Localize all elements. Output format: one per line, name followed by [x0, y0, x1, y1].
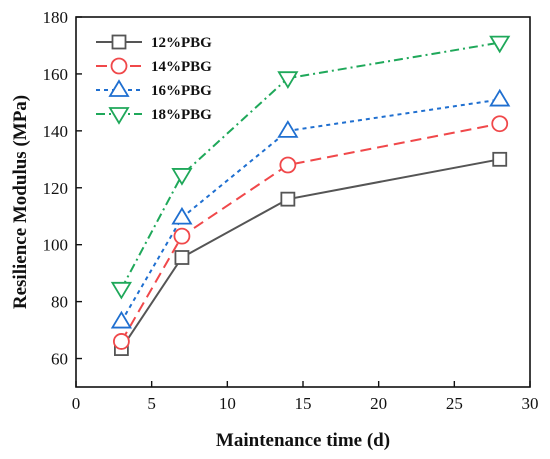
series-14pct-pbg [113, 115, 509, 350]
y-tick-label: 140 [43, 122, 69, 141]
data-point [110, 281, 132, 300]
data-point [113, 333, 130, 350]
x-tick-label: 15 [295, 394, 312, 413]
y-tick-label: 100 [43, 236, 69, 255]
series-16pct-pbg [110, 88, 511, 329]
legend-label: 14%PBG [151, 59, 212, 75]
y-tick-label: 80 [51, 293, 68, 312]
data-point [110, 310, 132, 329]
x-tick-label: 0 [72, 394, 81, 413]
plot-area [75, 16, 531, 388]
plot-border [75, 16, 531, 388]
x-tick-label: 5 [147, 394, 156, 413]
legend-marker [110, 57, 128, 75]
y-axis: 60 80 100 120 140 160 180 [43, 8, 82, 369]
data-point [173, 227, 191, 245]
series-line [120, 98, 500, 323]
x-tick-label: 20 [370, 394, 387, 413]
legend-marker [111, 34, 127, 50]
y-tick-label: 60 [51, 350, 68, 369]
legend-marker [108, 79, 130, 97]
legend-item: 16%PBG [96, 79, 212, 99]
data-point [279, 156, 297, 174]
series-layer [110, 35, 511, 356]
legend-item: 18%PBG [96, 107, 212, 125]
legend-label: 16%PBG [151, 83, 212, 99]
series-12pct-pbg [114, 151, 508, 356]
series-line [120, 158, 500, 350]
data-point [174, 250, 190, 265]
x-tick-label: 25 [446, 394, 463, 413]
legend-marker [108, 107, 130, 125]
legend-label: 12%PBG [151, 35, 212, 51]
data-point [489, 35, 511, 54]
series-line [120, 122, 500, 342]
data-point [171, 206, 193, 225]
x-axis: 0 5 10 15 20 25 30 [72, 381, 539, 413]
series-line [120, 41, 500, 290]
legend-label: 18%PBG [151, 107, 212, 123]
data-point [492, 151, 508, 167]
x-axis-title: Maintenance time (d) [216, 430, 390, 451]
y-tick-label: 180 [43, 8, 69, 27]
x-tick-label: 30 [522, 394, 539, 413]
legend-item: 12%PBG [96, 34, 212, 51]
data-point [491, 115, 509, 133]
legend-item: 14%PBG [96, 57, 212, 75]
y-tick-label: 120 [43, 179, 69, 198]
data-point [280, 191, 296, 207]
data-point [171, 168, 193, 186]
y-axis-title: Resilience Modulus (MPa) [10, 95, 31, 309]
y-tick-label: 160 [43, 65, 69, 84]
data-point [277, 120, 299, 138]
series-18pct-pbg [110, 35, 511, 300]
legend: 12%PBG 14%PBG 16%PBG 18%PBG [96, 34, 212, 125]
data-point [489, 88, 511, 107]
x-tick-label: 10 [219, 394, 236, 413]
data-point [277, 71, 299, 89]
